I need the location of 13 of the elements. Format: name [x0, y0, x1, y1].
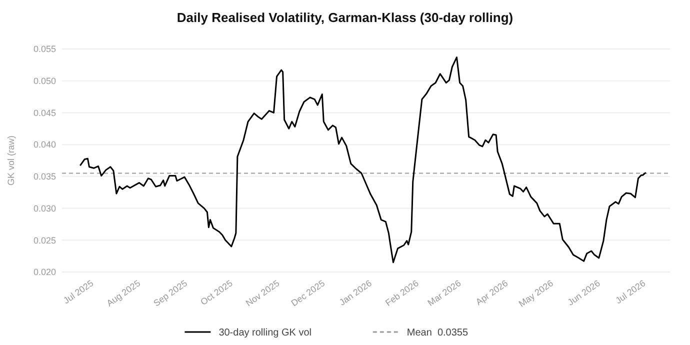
- y-axis-title: GK vol (raw): [6, 135, 16, 186]
- y-tick-label: 0.050: [33, 76, 56, 86]
- legend-label: 30-day rolling GK vol: [218, 328, 312, 338]
- y-tick-label: 0.055: [33, 44, 56, 54]
- y-tick-label: 0.030: [33, 203, 56, 214]
- chart-title: Daily Realised Volatility, Garman-Klass (30-day rolling): [176, 10, 514, 25]
- y-tick-label: 0.025: [33, 235, 56, 246]
- y-tick-label: 0.040: [33, 140, 56, 150]
- y-tick-label: 0.045: [33, 108, 56, 118]
- y-tick-label: 0.020: [33, 267, 56, 278]
- legend-label: Mean 0.0355: [406, 328, 468, 338]
- line-series: [79, 56, 647, 264]
- y-tick-label: 0.035: [33, 172, 56, 182]
